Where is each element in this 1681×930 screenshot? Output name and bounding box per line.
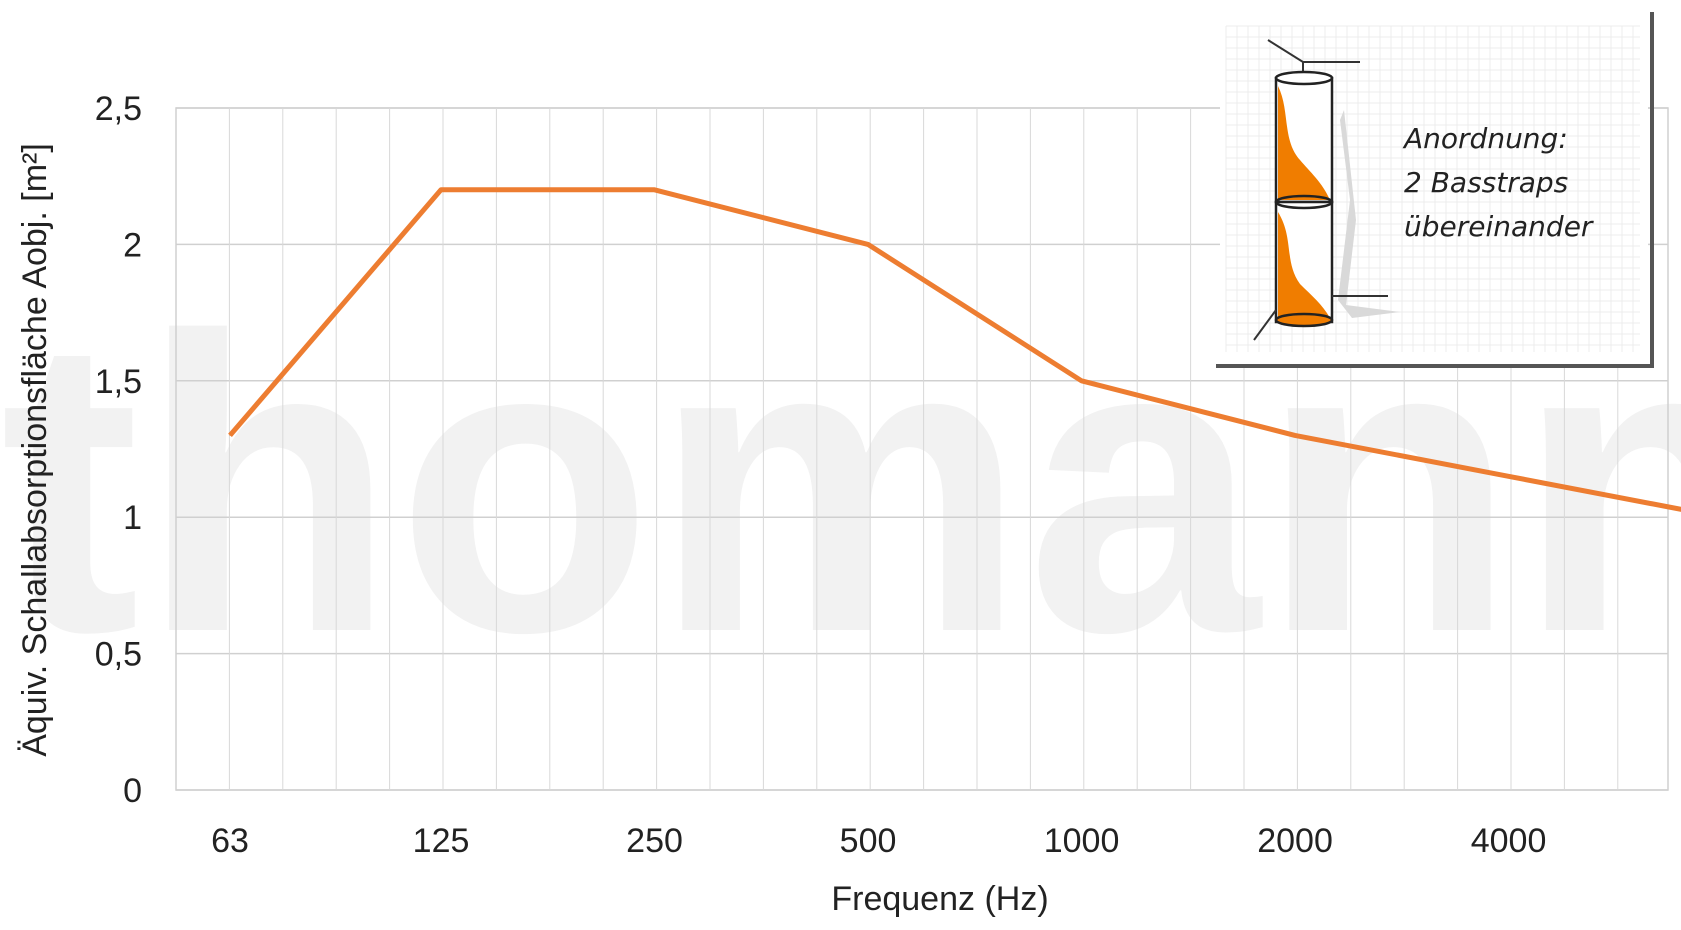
y-tick-label: 1,5 [95, 363, 142, 401]
y-tick-label: 0,5 [95, 636, 142, 674]
x-tick-label: 125 [413, 822, 470, 860]
x-tick-label: 1000 [1044, 822, 1120, 860]
y-tick-label: 1 [123, 499, 142, 537]
series-point [1081, 380, 1083, 382]
y-axis-title: Äquiv. Schallabsorptionsfläche Aobj. [m²… [16, 143, 54, 757]
basstrap-fill-upper [1278, 86, 1330, 200]
inset-shadow-border [1216, 12, 1654, 368]
x-axis-title: Frequenz (Hz) [831, 880, 1048, 918]
x-tick-label: 250 [626, 822, 683, 860]
series-point [229, 434, 231, 436]
x-tick-label: 63 [211, 822, 249, 860]
series-point [654, 189, 656, 191]
x-tick-label: 2000 [1257, 822, 1333, 860]
series-point [867, 243, 869, 245]
series-point [1508, 475, 1510, 477]
basstraps-icon [1253, 39, 1400, 341]
x-tick-label: 500 [840, 822, 897, 860]
y-tick-labels: 0 0,5 1 1,5 2 2,5 [95, 90, 142, 810]
x-tick-label: 4000 [1471, 822, 1547, 860]
inset-text-line-1: Anordnung: [1402, 122, 1568, 155]
series-group [228, 187, 1681, 512]
x-tick-labels: 63 125 250 500 1000 2000 4000 [211, 822, 1546, 860]
inset-text-line-3: übereinander [1404, 210, 1594, 243]
inset-box: Anordnung: 2 Basstraps übereinander [1216, 12, 1654, 368]
y-tick-label: 2,5 [95, 90, 142, 128]
series-point [440, 189, 442, 191]
basstrap-fill-lower [1278, 212, 1330, 318]
y-tick-label: 2 [123, 226, 142, 264]
series-point [1294, 434, 1296, 436]
inset-text-line-2: 2 Basstraps [1404, 166, 1568, 199]
series-line [228, 187, 1681, 512]
y-tick-label: 0 [123, 772, 142, 810]
